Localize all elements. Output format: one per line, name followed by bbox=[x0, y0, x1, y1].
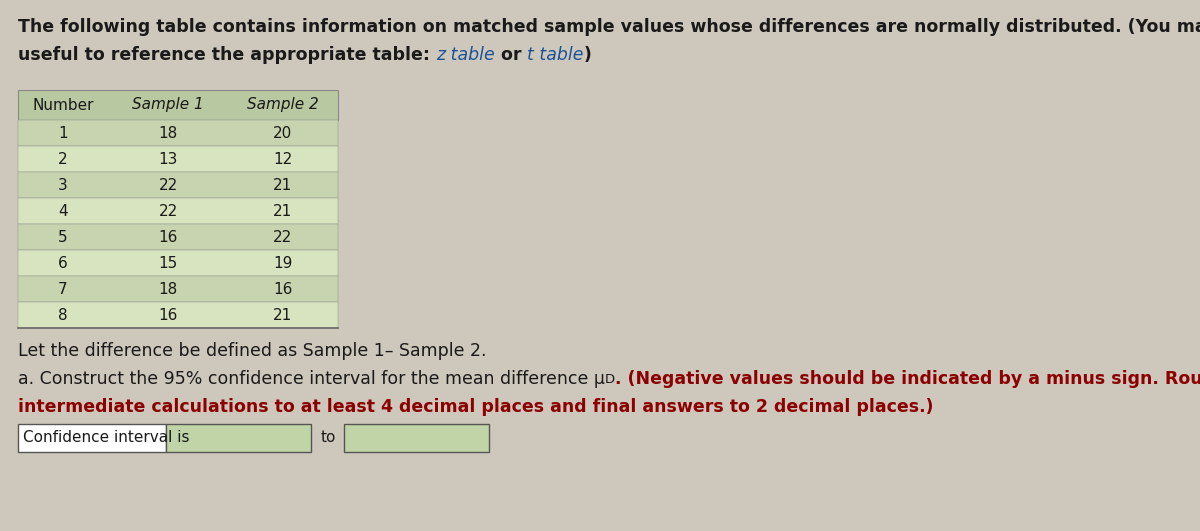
Bar bbox=[18, 120, 338, 146]
Text: 1: 1 bbox=[58, 125, 68, 141]
Text: 22: 22 bbox=[274, 229, 293, 244]
Text: D: D bbox=[605, 373, 616, 386]
Text: The following table contains information on matched sample values whose differen: The following table contains information… bbox=[18, 18, 1200, 36]
Text: 2: 2 bbox=[58, 151, 68, 167]
Text: to: to bbox=[322, 431, 336, 446]
Bar bbox=[18, 276, 338, 302]
Bar bbox=[18, 250, 338, 276]
Text: 5: 5 bbox=[58, 229, 68, 244]
Text: . (Negative values should be indicated by a minus sign. Round: . (Negative values should be indicated b… bbox=[616, 370, 1200, 388]
Text: 21: 21 bbox=[274, 203, 293, 218]
Text: useful to reference the appropriate table:: useful to reference the appropriate tabl… bbox=[18, 46, 436, 64]
Text: Sample 2: Sample 2 bbox=[247, 98, 319, 113]
Bar bbox=[18, 146, 338, 172]
Bar bbox=[18, 302, 338, 328]
Text: a. Construct the 95% confidence interval for the mean difference μ: a. Construct the 95% confidence interval… bbox=[18, 370, 605, 388]
Text: 21: 21 bbox=[274, 307, 293, 322]
Bar bbox=[18, 198, 338, 224]
Text: intermediate calculations to at least 4 decimal places and final answers to 2 de: intermediate calculations to at least 4 … bbox=[18, 398, 934, 416]
Bar bbox=[166, 424, 311, 452]
Bar bbox=[344, 424, 490, 452]
Text: 21: 21 bbox=[274, 177, 293, 193]
Text: 7: 7 bbox=[58, 281, 68, 296]
Text: 16: 16 bbox=[274, 281, 293, 296]
Text: z table: z table bbox=[436, 46, 494, 64]
Text: 18: 18 bbox=[158, 281, 178, 296]
Text: 8: 8 bbox=[58, 307, 68, 322]
Text: Sample 1: Sample 1 bbox=[132, 98, 204, 113]
Text: 22: 22 bbox=[158, 177, 178, 193]
Text: 13: 13 bbox=[158, 151, 178, 167]
Text: Let the difference be defined as Sample 1– Sample 2.: Let the difference be defined as Sample … bbox=[18, 342, 486, 360]
Text: 20: 20 bbox=[274, 125, 293, 141]
Text: 4: 4 bbox=[58, 203, 68, 218]
Text: 18: 18 bbox=[158, 125, 178, 141]
Text: 19: 19 bbox=[274, 255, 293, 270]
Text: 16: 16 bbox=[158, 229, 178, 244]
Text: 6: 6 bbox=[58, 255, 68, 270]
Text: 3: 3 bbox=[58, 177, 68, 193]
Text: Number: Number bbox=[32, 98, 94, 113]
Text: Confidence interval is: Confidence interval is bbox=[23, 431, 190, 446]
Text: or: or bbox=[494, 46, 527, 64]
Text: 16: 16 bbox=[158, 307, 178, 322]
Bar bbox=[18, 424, 166, 452]
Text: ): ) bbox=[583, 46, 592, 64]
Bar bbox=[18, 90, 338, 120]
Bar bbox=[18, 224, 338, 250]
Text: 15: 15 bbox=[158, 255, 178, 270]
Text: t table: t table bbox=[527, 46, 583, 64]
Bar bbox=[18, 172, 338, 198]
Text: 22: 22 bbox=[158, 203, 178, 218]
Text: 12: 12 bbox=[274, 151, 293, 167]
